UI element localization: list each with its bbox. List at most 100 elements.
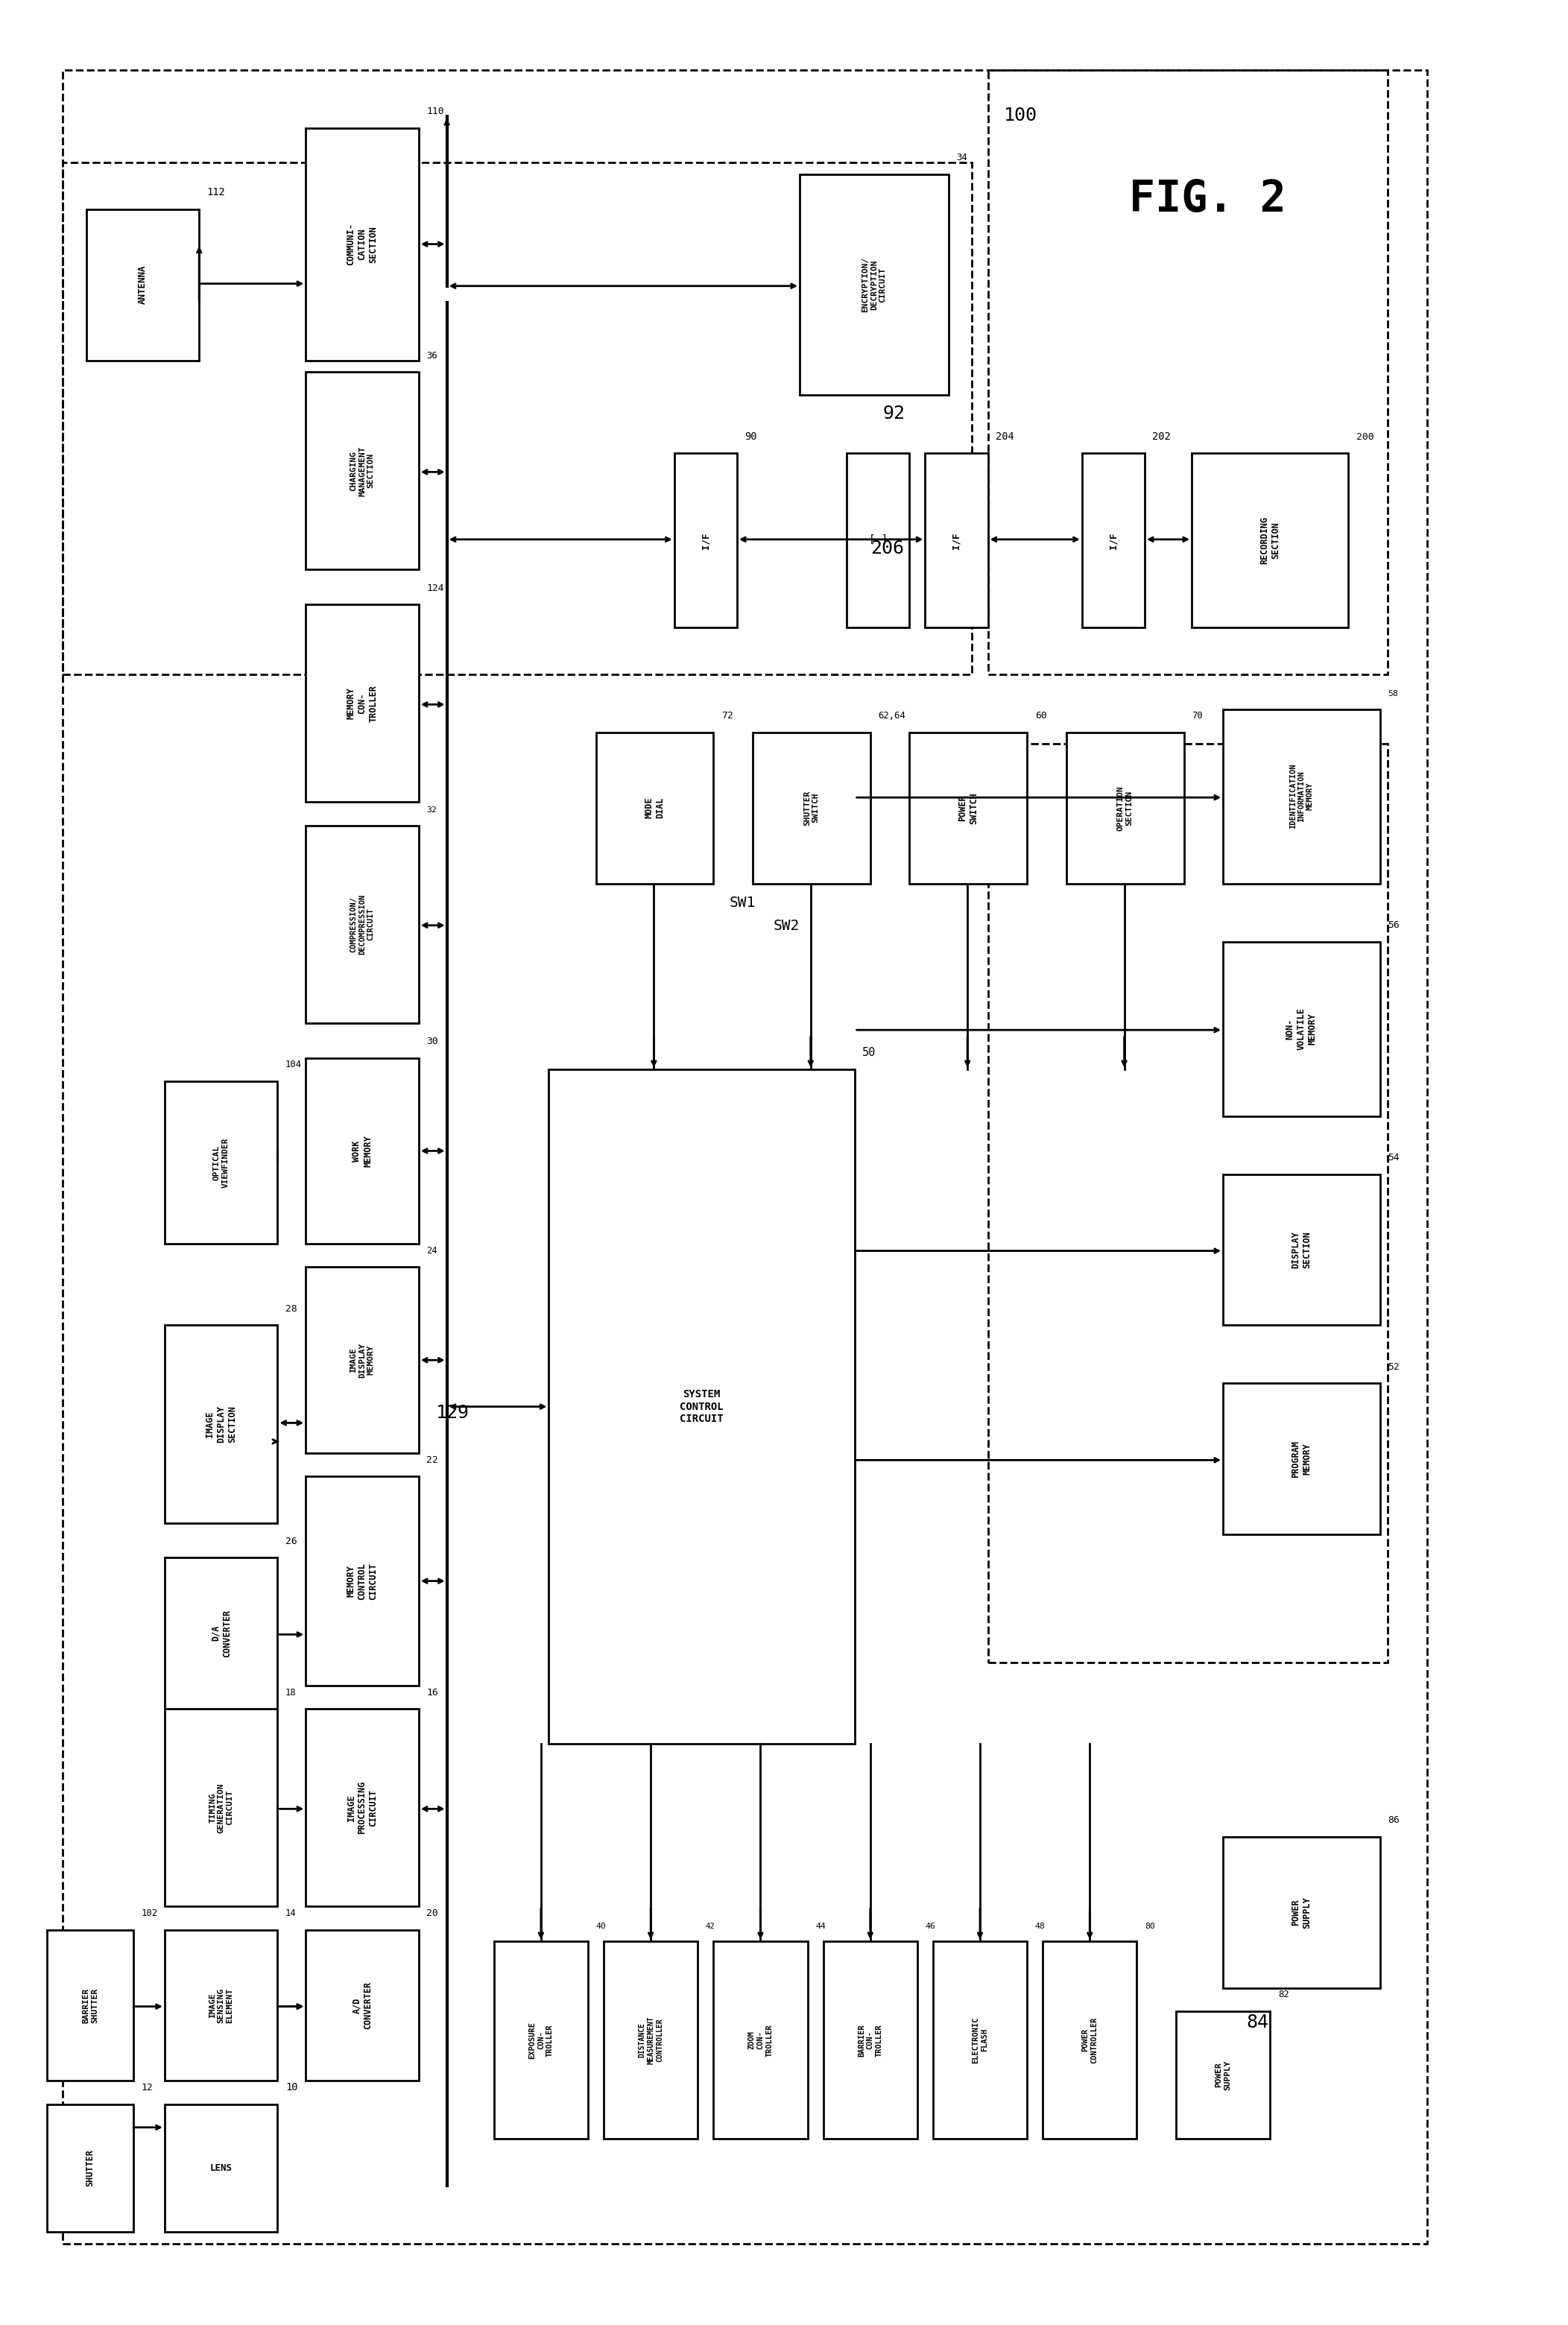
- FancyBboxPatch shape: [165, 1930, 278, 2081]
- Text: 72: 72: [721, 711, 732, 721]
- FancyBboxPatch shape: [713, 1941, 808, 2139]
- Text: I/F: I/F: [1109, 532, 1118, 549]
- FancyBboxPatch shape: [604, 1941, 698, 2139]
- FancyBboxPatch shape: [306, 1058, 419, 1244]
- Text: EXPOSURE
CON-
TROLLER: EXPOSURE CON- TROLLER: [528, 2020, 554, 2060]
- Text: 202: 202: [1152, 432, 1171, 442]
- Text: 16: 16: [426, 1688, 437, 1697]
- Text: IMAGE
DISPLAY
SECTION: IMAGE DISPLAY SECTION: [205, 1407, 237, 1442]
- Text: RECORDING
SECTION: RECORDING SECTION: [1259, 516, 1281, 565]
- Text: NON-
VOLATILE
MEMORY: NON- VOLATILE MEMORY: [1286, 1007, 1317, 1051]
- FancyBboxPatch shape: [1082, 453, 1145, 628]
- FancyBboxPatch shape: [165, 2104, 278, 2232]
- FancyBboxPatch shape: [494, 1941, 588, 2139]
- Text: 58: 58: [1388, 691, 1399, 698]
- Text: 110: 110: [426, 107, 444, 116]
- Text: 50: 50: [862, 1046, 877, 1058]
- Text: 100: 100: [1004, 107, 1036, 126]
- Text: IDENTIFICATION
INFORMATION
MEMORY: IDENTIFICATION INFORMATION MEMORY: [1289, 763, 1314, 830]
- Text: CHARGING
MANAGEMENT
SECTION: CHARGING MANAGEMENT SECTION: [350, 446, 375, 495]
- Text: FIG. 2: FIG. 2: [1129, 179, 1286, 221]
- FancyBboxPatch shape: [165, 1081, 278, 1244]
- Text: 12: 12: [141, 2083, 152, 2092]
- Text: ELECTRONIC
FLASH: ELECTRONIC FLASH: [972, 2016, 988, 2065]
- Text: LENS: LENS: [210, 2162, 232, 2174]
- Text: 80: 80: [1145, 1923, 1156, 1930]
- Text: ZOOM
CON-
TROLLER: ZOOM CON- TROLLER: [748, 2023, 773, 2058]
- FancyBboxPatch shape: [165, 1325, 278, 1523]
- FancyBboxPatch shape: [909, 732, 1027, 884]
- Text: DISTANCE
MEASUREMENT
CONTROLLER: DISTANCE MEASUREMENT CONTROLLER: [638, 2016, 663, 2065]
- FancyBboxPatch shape: [165, 1558, 278, 1709]
- Text: TIMING
GENERATION
CIRCUIT: TIMING GENERATION CIRCUIT: [209, 1783, 234, 1832]
- Text: 26: 26: [285, 1537, 296, 1546]
- Text: 124: 124: [426, 584, 444, 593]
- Text: 60: 60: [1035, 711, 1046, 721]
- Text: POWER
SWITCH: POWER SWITCH: [958, 793, 978, 823]
- FancyBboxPatch shape: [306, 1930, 419, 2081]
- FancyBboxPatch shape: [1192, 453, 1348, 628]
- Text: 14: 14: [285, 1909, 296, 1918]
- Text: OPERATION
SECTION: OPERATION SECTION: [1116, 786, 1134, 830]
- Text: 84: 84: [1247, 2013, 1269, 2032]
- FancyBboxPatch shape: [1043, 1941, 1137, 2139]
- Text: WORK
MEMORY: WORK MEMORY: [351, 1135, 373, 1167]
- Text: 44: 44: [815, 1923, 826, 1930]
- Text: D/A
CONVERTER: D/A CONVERTER: [210, 1609, 232, 1658]
- FancyBboxPatch shape: [1223, 1174, 1380, 1325]
- Text: 129: 129: [436, 1404, 469, 1423]
- Text: I/F: I/F: [952, 532, 961, 549]
- Text: IMAGE
SENSING
ELEMENT: IMAGE SENSING ELEMENT: [209, 1988, 234, 2023]
- Text: SHUTTER
SWITCH: SHUTTER SWITCH: [803, 791, 820, 825]
- Text: COMPRESSION/
DECOMPRESSION
CIRCUIT: COMPRESSION/ DECOMPRESSION CIRCUIT: [350, 893, 375, 956]
- FancyBboxPatch shape: [549, 1070, 855, 1744]
- Text: MODE
DIAL: MODE DIAL: [644, 797, 665, 818]
- FancyBboxPatch shape: [596, 732, 713, 884]
- Text: 112: 112: [207, 188, 226, 198]
- Text: SHUTTER: SHUTTER: [85, 2151, 96, 2186]
- Text: 48: 48: [1035, 1923, 1046, 1930]
- Text: POWER
SUPPLY: POWER SUPPLY: [1215, 2060, 1231, 2090]
- FancyBboxPatch shape: [1066, 732, 1184, 884]
- FancyBboxPatch shape: [1223, 1383, 1380, 1534]
- FancyBboxPatch shape: [925, 453, 988, 628]
- Text: 206: 206: [870, 539, 903, 558]
- FancyBboxPatch shape: [753, 732, 870, 884]
- FancyBboxPatch shape: [674, 453, 737, 628]
- FancyBboxPatch shape: [1223, 709, 1380, 884]
- Text: 42: 42: [706, 1923, 715, 1930]
- Text: [ ]: [ ]: [869, 535, 887, 544]
- Text: MEMORY
CONTROL
CIRCUIT: MEMORY CONTROL CIRCUIT: [347, 1562, 378, 1600]
- Text: POWER
SUPPLY: POWER SUPPLY: [1290, 1897, 1312, 1927]
- Text: PROGRAM
MEMORY: PROGRAM MEMORY: [1290, 1442, 1312, 1476]
- FancyBboxPatch shape: [306, 1476, 419, 1686]
- Text: ANTENNA: ANTENNA: [138, 265, 147, 305]
- Text: MEMORY
CON-
TROLLER: MEMORY CON- TROLLER: [347, 686, 378, 721]
- FancyBboxPatch shape: [306, 1709, 419, 1906]
- Text: 54: 54: [1388, 1153, 1399, 1162]
- FancyBboxPatch shape: [306, 128, 419, 360]
- Text: 28: 28: [285, 1304, 296, 1314]
- Text: OPTICAL
VIEWFINDER: OPTICAL VIEWFINDER: [213, 1137, 229, 1188]
- FancyBboxPatch shape: [800, 174, 949, 395]
- Text: 20: 20: [426, 1909, 437, 1918]
- Text: 10: 10: [285, 2083, 298, 2092]
- FancyBboxPatch shape: [86, 209, 199, 360]
- Text: 30: 30: [426, 1037, 437, 1046]
- Text: SW2: SW2: [773, 918, 800, 932]
- FancyBboxPatch shape: [306, 604, 419, 802]
- Text: IMAGE
PROCESSING
CIRCUIT: IMAGE PROCESSING CIRCUIT: [347, 1781, 378, 1834]
- FancyBboxPatch shape: [847, 453, 909, 628]
- Text: 200: 200: [1356, 432, 1374, 442]
- Text: 40: 40: [596, 1923, 607, 1930]
- Text: SW1: SW1: [729, 895, 756, 909]
- Text: 56: 56: [1388, 921, 1399, 930]
- FancyBboxPatch shape: [823, 1941, 917, 2139]
- Text: 86: 86: [1388, 1816, 1399, 1825]
- FancyBboxPatch shape: [1223, 942, 1380, 1116]
- Text: 90: 90: [745, 432, 757, 442]
- FancyBboxPatch shape: [47, 2104, 133, 2232]
- Text: IMAGE
DISPLAY
MEMORY: IMAGE DISPLAY MEMORY: [350, 1342, 375, 1379]
- Text: POWER
CONTROLLER: POWER CONTROLLER: [1082, 2016, 1098, 2065]
- Text: 70: 70: [1192, 711, 1203, 721]
